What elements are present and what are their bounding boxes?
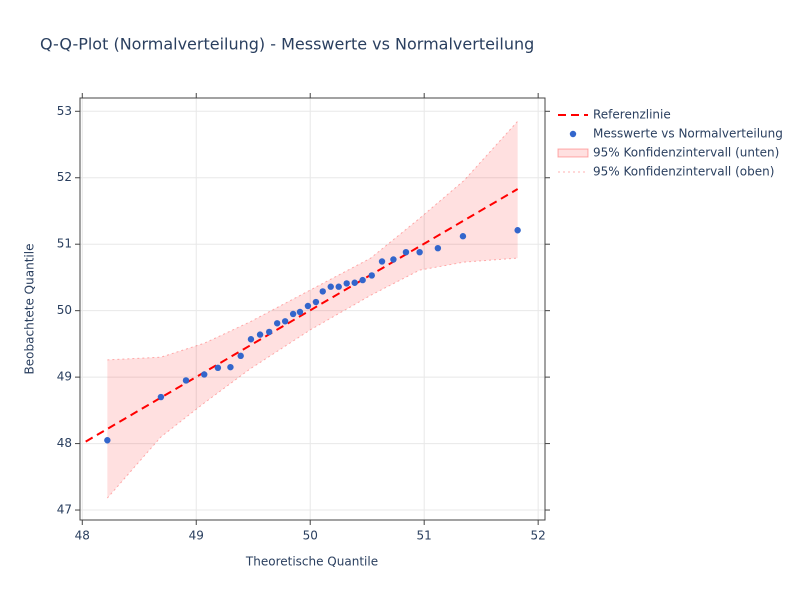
data-point — [514, 227, 521, 234]
data-point — [304, 302, 312, 310]
x-tick-label: 51 — [417, 529, 432, 543]
y-tick-label: 52 — [57, 170, 72, 184]
plot-frame — [79, 97, 546, 521]
x-tick-label: 48 — [75, 529, 90, 543]
y-axis-title: Beobachtete Quantile — [23, 244, 37, 375]
data-point — [157, 393, 165, 401]
chart-title: Q-Q-Plot (Normalverteilung) - Messwerte … — [40, 35, 534, 54]
data-point — [265, 328, 273, 336]
y-tick-label: 51 — [57, 237, 72, 251]
y-tick-label: 47 — [57, 503, 72, 517]
data-point — [214, 364, 222, 372]
data-point — [319, 288, 326, 295]
data-point — [247, 336, 255, 343]
data-point — [390, 256, 397, 263]
data-point — [327, 283, 334, 290]
legend-symbol — [569, 130, 577, 138]
data-point — [343, 280, 350, 287]
data-point — [312, 298, 320, 306]
data-point — [273, 320, 281, 327]
legend-label: 95% Konfidenzintervall (oben) — [593, 165, 774, 179]
data-point — [201, 371, 208, 378]
x-tick-label: 50 — [303, 529, 318, 543]
series-line — [106, 257, 518, 499]
legend-label: 95% Konfidenzintervall (unten) — [593, 146, 779, 160]
x-axis-title: Theoretische Quantile — [245, 555, 378, 569]
data-point — [402, 248, 410, 256]
data-point — [227, 363, 234, 371]
data-point — [256, 331, 264, 338]
x-tick-label: 52 — [531, 529, 546, 543]
data-point — [378, 258, 386, 265]
data-point — [359, 276, 366, 284]
data-point — [416, 248, 423, 256]
y-tick-label: 49 — [57, 370, 72, 384]
x-tick-label: 49 — [189, 529, 204, 543]
legend-symbol — [557, 148, 589, 158]
data-point — [434, 244, 442, 252]
data-point — [104, 437, 111, 444]
data-point — [237, 352, 244, 360]
y-tick-label: 50 — [57, 303, 72, 317]
data-point — [289, 310, 297, 318]
data-point — [351, 279, 358, 286]
y-tick-label: 53 — [57, 104, 72, 118]
data-point — [335, 283, 342, 290]
y-tick-label: 48 — [57, 436, 72, 450]
data-point — [281, 318, 289, 325]
legend-label: Referenzlinie — [593, 108, 671, 122]
data-point — [459, 233, 467, 240]
legend-label: Messwerte vs Normalverteilung — [593, 127, 783, 141]
series-line — [85, 188, 519, 443]
data-point — [368, 272, 375, 279]
data-point — [182, 377, 190, 384]
data-point — [296, 308, 304, 316]
